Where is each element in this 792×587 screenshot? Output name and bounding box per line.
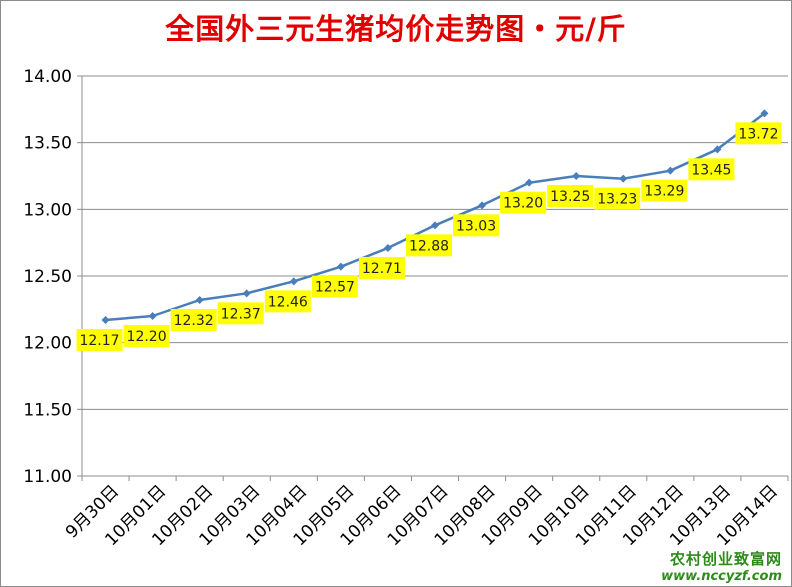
data-labels: 12.17 12.20 12.32 12.37 12.46 12.57 12.71 12.88… bbox=[76, 122, 782, 351]
data-point bbox=[148, 312, 157, 320]
data-label-bg bbox=[688, 158, 735, 181]
data-label-text: 12.71 bbox=[362, 261, 402, 277]
y-tick-label: 11.50 bbox=[23, 400, 72, 420]
data-point bbox=[572, 172, 581, 180]
y-tick-label: 14.00 bbox=[23, 67, 72, 87]
axes bbox=[77, 75, 789, 481]
data-label-text: 12.37 bbox=[221, 306, 261, 322]
data-label-text: 13.23 bbox=[597, 192, 637, 208]
chart-title: 全国外三元生猪均价走势图・元/斤 bbox=[165, 12, 627, 46]
data-point bbox=[478, 201, 487, 210]
data-label: 12.37 bbox=[217, 302, 264, 325]
data-point bbox=[760, 109, 769, 118]
data-label-bg bbox=[170, 309, 217, 331]
data-label-text: 12.32 bbox=[174, 313, 214, 329]
data-label-bg bbox=[641, 179, 688, 202]
data-point bbox=[525, 178, 534, 187]
data-point bbox=[336, 262, 345, 271]
y-tick-label: 12.00 bbox=[23, 334, 72, 354]
data-label: 13.20 bbox=[500, 191, 547, 214]
data-label-bg bbox=[217, 302, 264, 325]
data-label-text: 13.03 bbox=[456, 218, 496, 234]
data-label: 13.45 bbox=[688, 158, 735, 181]
price-series bbox=[101, 109, 769, 324]
data-label-bg bbox=[264, 290, 311, 313]
data-label: 13.25 bbox=[547, 185, 594, 207]
data-label: 13.72 bbox=[735, 122, 782, 145]
data-point bbox=[242, 289, 251, 298]
data-label-bg bbox=[123, 325, 170, 347]
data-label: 12.57 bbox=[311, 275, 358, 298]
data-label: 12.17 bbox=[76, 329, 123, 351]
x-tick-labels: 9月30日10月01日10月02日10月03日10月04日10月05日10月06… bbox=[62, 481, 782, 550]
data-label-text: 13.20 bbox=[503, 196, 543, 212]
data-label: 13.29 bbox=[641, 179, 688, 202]
data-label-bg bbox=[547, 185, 594, 207]
data-label-bg bbox=[406, 234, 452, 257]
data-label-bg bbox=[311, 275, 358, 298]
data-label: 12.88 bbox=[406, 234, 452, 257]
data-point bbox=[666, 166, 675, 175]
data-label: 13.03 bbox=[453, 214, 500, 237]
data-point bbox=[289, 277, 298, 286]
data-label-bg bbox=[594, 187, 641, 210]
data-point bbox=[619, 174, 628, 183]
data-point bbox=[101, 316, 110, 324]
series-line bbox=[105, 112, 766, 322]
data-point bbox=[383, 244, 392, 252]
data-label-text: 12.57 bbox=[315, 280, 355, 296]
data-label-text: 13.25 bbox=[550, 189, 590, 205]
data-label-bg bbox=[358, 257, 405, 279]
data-label-bg bbox=[500, 191, 547, 214]
data-label-text: 13.45 bbox=[691, 162, 731, 178]
data-label-bg bbox=[453, 214, 500, 237]
data-label-text: 13.29 bbox=[644, 184, 684, 200]
y-tick-label: 13.00 bbox=[23, 200, 72, 220]
watermark-site-url: www.nccyzf.com bbox=[661, 569, 782, 584]
gridlines bbox=[82, 75, 788, 477]
y-tick-label: 13.50 bbox=[23, 134, 72, 154]
watermark-site-name: 农村创业致富网 bbox=[669, 550, 782, 568]
data-label-text: 12.88 bbox=[409, 238, 449, 254]
data-label-bg bbox=[735, 122, 782, 145]
data-label: 12.32 bbox=[170, 309, 217, 331]
data-label: 12.71 bbox=[358, 257, 405, 279]
data-point bbox=[713, 145, 722, 154]
data-label-text: 12.17 bbox=[79, 333, 119, 349]
data-label: 12.46 bbox=[264, 290, 311, 313]
y-tick-label: 12.50 bbox=[23, 267, 72, 287]
y-tick-label: 11.00 bbox=[23, 467, 72, 487]
data-label-text: 12.46 bbox=[268, 294, 308, 310]
data-point bbox=[431, 221, 439, 230]
data-label-bg bbox=[76, 329, 123, 351]
data-label-text: 13.72 bbox=[738, 126, 778, 142]
data-label: 13.23 bbox=[594, 187, 641, 210]
data-label: 12.20 bbox=[123, 325, 170, 347]
data-label-text: 12.20 bbox=[127, 329, 167, 345]
data-point bbox=[195, 296, 204, 304]
y-tick-labels: 11.00 11.50 12.00 12.50 13.00 13.50 14.00 bbox=[23, 67, 72, 487]
